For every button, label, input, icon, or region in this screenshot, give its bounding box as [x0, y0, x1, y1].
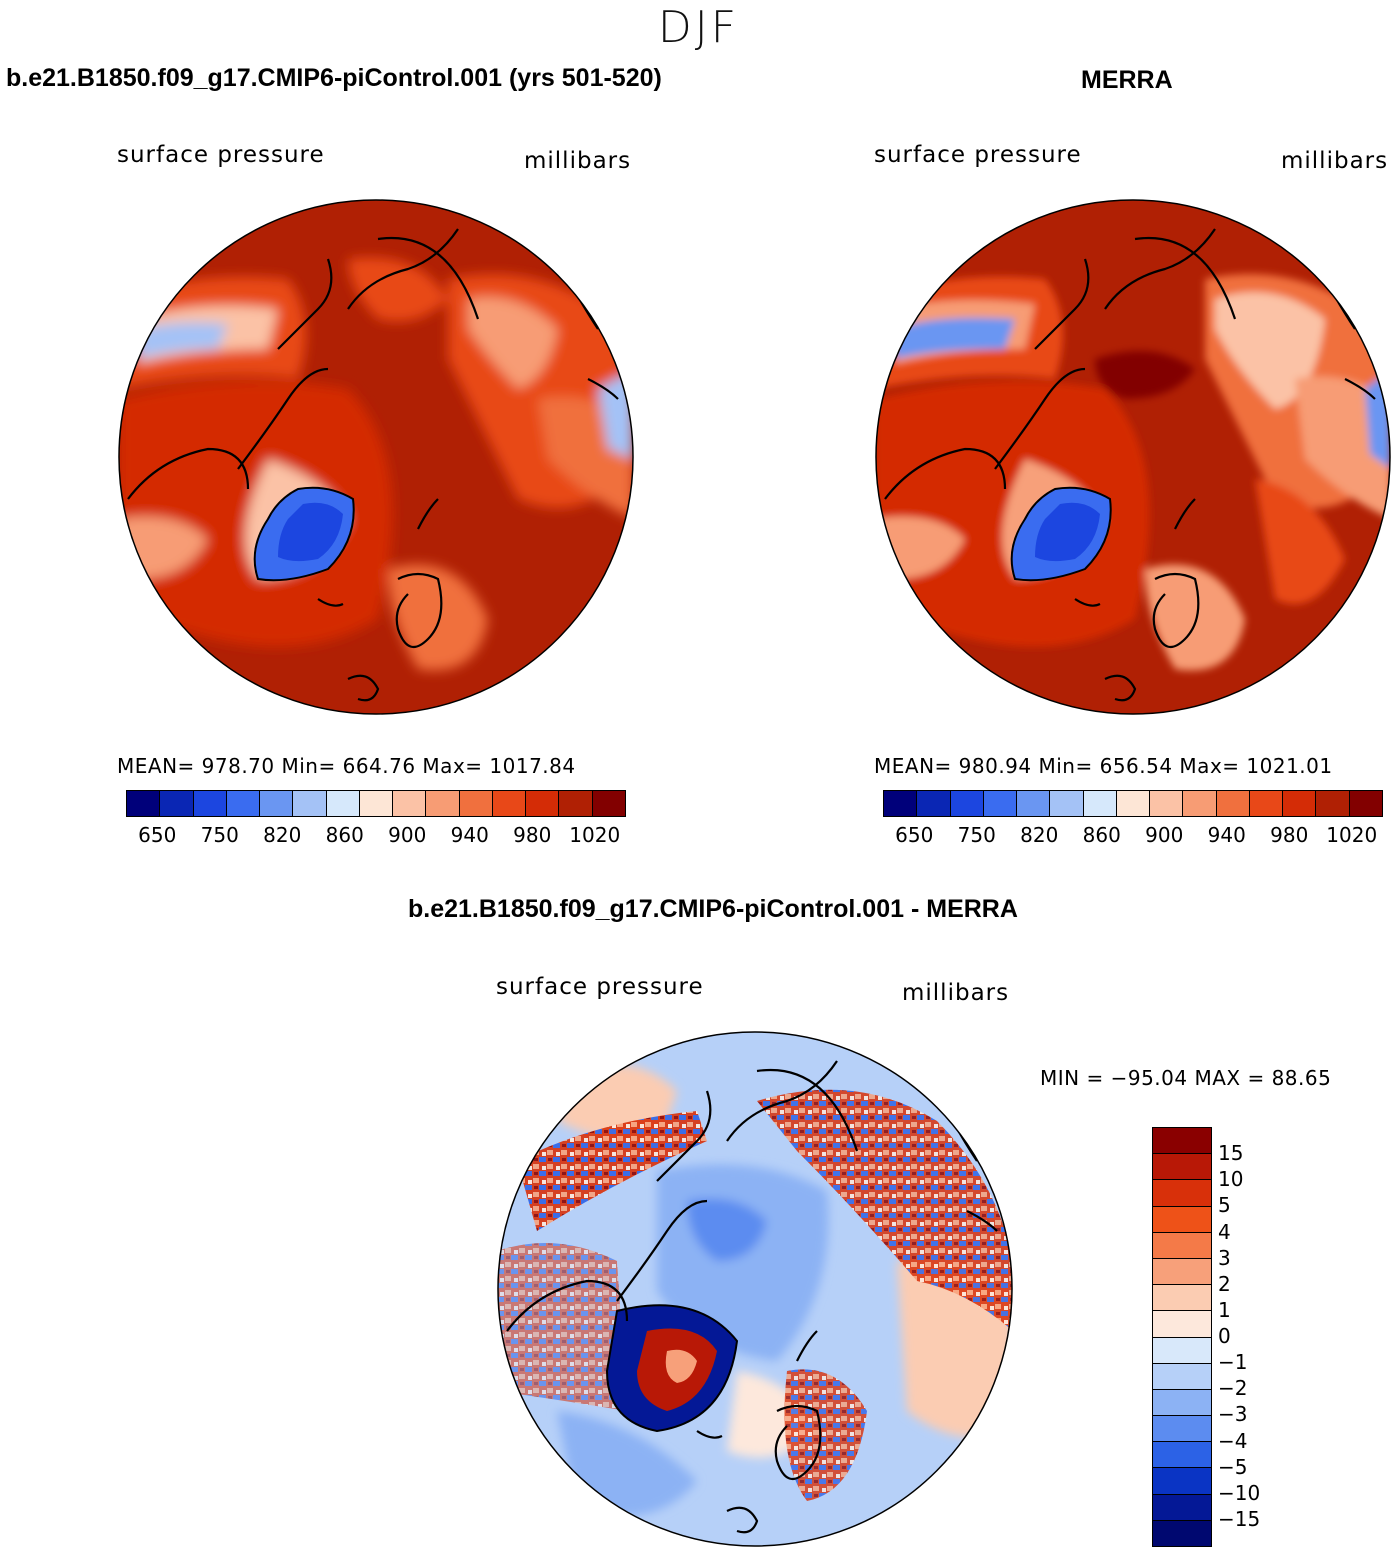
- colorbar-swatch: [1153, 1285, 1211, 1312]
- tick-label: 2: [1218, 1271, 1231, 1296]
- colorbar-swatch: [526, 791, 560, 816]
- obs-colorbar-ticks: 650 750 820 860 900 940 980 1020: [883, 823, 1383, 847]
- colorbar-swatch: [1116, 791, 1151, 816]
- colorbar-swatch: [1153, 1363, 1211, 1390]
- tick-label: 15: [1218, 1141, 1244, 1166]
- tick-label: 5: [1218, 1193, 1231, 1218]
- obs-stats: MEAN= 980.94 Min= 656.54 Max= 1021.01: [874, 754, 1333, 778]
- tick-label: 4: [1218, 1219, 1231, 1244]
- colorbar-swatch: [950, 791, 984, 816]
- obs-colorbar: [883, 790, 1383, 817]
- colorbar-swatch: [983, 791, 1018, 816]
- tick-label: −15: [1218, 1506, 1261, 1531]
- colorbar-swatch: [1153, 1180, 1211, 1207]
- tick-label: 750: [200, 823, 239, 847]
- diff-colorbar: [1152, 1127, 1212, 1547]
- colorbar-swatch: [1153, 1416, 1211, 1443]
- tick-label: 940: [450, 823, 489, 847]
- colorbar-swatch: [260, 791, 294, 816]
- colorbar-swatch: [1153, 1337, 1211, 1364]
- colorbar-swatch: [1150, 791, 1184, 816]
- tick-label: −2: [1218, 1376, 1248, 1401]
- tick-label: 900: [1145, 823, 1184, 847]
- tick-label: 1: [1218, 1297, 1231, 1322]
- model-colorbar: [126, 790, 626, 817]
- diff-variable-label: surface pressure: [496, 974, 704, 1000]
- tick-label: −10: [1218, 1480, 1261, 1505]
- colorbar-swatch: [492, 791, 527, 816]
- obs-polar-map: [875, 199, 1391, 715]
- tick-label: 1020: [1326, 823, 1378, 847]
- colorbar-swatch: [359, 791, 394, 816]
- colorbar-swatch: [1153, 1389, 1211, 1417]
- colorbar-swatch: [592, 791, 625, 816]
- colorbar-swatch: [1316, 791, 1350, 816]
- colorbar-swatch: [1153, 1128, 1211, 1155]
- colorbar-swatch: [1153, 1154, 1211, 1181]
- obs-units-label: millibars: [1281, 148, 1389, 174]
- colorbar-swatch: [1349, 791, 1382, 816]
- colorbar-swatch: [917, 791, 951, 816]
- diff-stats: MIN = −95.04 MAX = 88.65: [1040, 1066, 1332, 1090]
- colorbar-swatch: [459, 791, 493, 816]
- colorbar-swatch: [1249, 791, 1284, 816]
- obs-panel-title: MERRA: [1081, 66, 1173, 94]
- model-variable-label: surface pressure: [117, 142, 325, 168]
- tick-label: −5: [1218, 1454, 1248, 1479]
- tick-label: 860: [325, 823, 364, 847]
- tick-label: 750: [957, 823, 996, 847]
- model-stats: MEAN= 978.70 Min= 664.76 Max= 1017.84: [117, 754, 576, 778]
- tick-label: −3: [1218, 1402, 1248, 1427]
- colorbar-swatch: [559, 791, 593, 816]
- diff-units-label: millibars: [902, 980, 1010, 1006]
- colorbar-swatch: [1183, 791, 1217, 816]
- tick-label: 980: [513, 823, 552, 847]
- tick-label: 860: [1082, 823, 1121, 847]
- colorbar-swatch: [127, 791, 161, 816]
- colorbar-swatch: [326, 791, 360, 816]
- tick-label: 820: [1020, 823, 1059, 847]
- season-title: DJF: [657, 2, 740, 53]
- model-panel-title: b.e21.B1850.f09_g17.CMIP6-piControl.001 …: [6, 64, 662, 92]
- colorbar-swatch: [160, 791, 194, 816]
- colorbar-swatch: [1153, 1520, 1211, 1546]
- diff-colorbar-ticks: 15 10 5 4 3 2 1 0 −1 −2 −3 −4 −5 −10 −15: [1218, 1127, 1278, 1545]
- tick-label: 650: [895, 823, 934, 847]
- colorbar-swatch: [293, 791, 327, 816]
- colorbar-swatch: [1153, 1494, 1211, 1521]
- colorbar-swatch: [1153, 1258, 1211, 1286]
- diff-panel-title: b.e21.B1850.f09_g17.CMIP6-piControl.001 …: [408, 895, 1018, 923]
- colorbar-swatch: [1153, 1442, 1211, 1469]
- model-colorbar-ticks: 650 750 820 860 900 940 980 1020: [126, 823, 626, 847]
- colorbar-swatch: [193, 791, 227, 816]
- diff-polar-map: [497, 1031, 1013, 1547]
- colorbar-swatch: [1153, 1311, 1211, 1338]
- tick-label: 0: [1218, 1324, 1231, 1348]
- tick-label: −1: [1218, 1350, 1248, 1375]
- tick-label: 900: [388, 823, 427, 847]
- tick-label: 10: [1218, 1167, 1244, 1192]
- model-units-label: millibars: [524, 148, 632, 174]
- colorbar-swatch: [226, 791, 261, 816]
- tick-label: 3: [1218, 1245, 1231, 1270]
- colorbar-swatch: [1083, 791, 1117, 816]
- colorbar-swatch: [426, 791, 460, 816]
- colorbar-swatch: [393, 791, 427, 816]
- tick-label: 940: [1207, 823, 1246, 847]
- tick-label: −4: [1218, 1428, 1248, 1453]
- tick-label: 980: [1270, 823, 1309, 847]
- tick-label: 1020: [569, 823, 621, 847]
- tick-label: 650: [138, 823, 177, 847]
- colorbar-swatch: [1216, 791, 1250, 816]
- colorbar-swatch: [1153, 1232, 1211, 1259]
- colorbar-swatch: [1050, 791, 1084, 816]
- obs-variable-label: surface pressure: [874, 142, 1082, 168]
- colorbar-swatch: [1153, 1468, 1211, 1495]
- colorbar-swatch: [1017, 791, 1051, 816]
- model-polar-map: [118, 199, 634, 715]
- tick-label: 820: [263, 823, 302, 847]
- colorbar-swatch: [1153, 1206, 1211, 1233]
- colorbar-swatch: [884, 791, 918, 816]
- colorbar-swatch: [1283, 791, 1317, 816]
